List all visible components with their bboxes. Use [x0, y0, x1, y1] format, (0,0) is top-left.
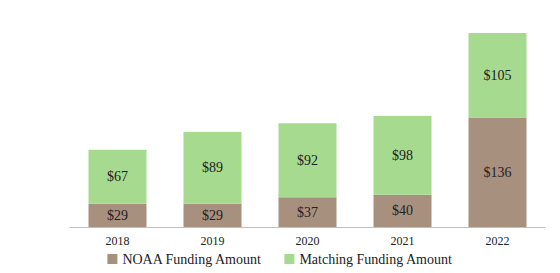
svg-text:2018: 2018 [106, 234, 130, 248]
svg-text:$37: $37 [297, 205, 318, 220]
svg-text:2020: 2020 [296, 234, 320, 248]
svg-text:$92: $92 [297, 153, 318, 168]
svg-text:$89: $89 [202, 160, 223, 175]
svg-text:$67: $67 [107, 169, 128, 184]
svg-text:2021: 2021 [391, 234, 415, 248]
svg-text:$29: $29 [107, 208, 128, 223]
svg-text:2019: 2019 [201, 234, 225, 248]
svg-text:NOAA Funding Amount: NOAA Funding Amount [122, 252, 261, 267]
svg-text:$98: $98 [392, 148, 413, 163]
svg-text:$105: $105 [484, 68, 512, 83]
svg-text:2022: 2022 [486, 234, 510, 248]
svg-text:$29: $29 [202, 208, 223, 223]
svg-text:Matching Funding Amount: Matching Funding Amount [299, 252, 452, 267]
svg-text:$136: $136 [484, 165, 512, 180]
svg-text:$40: $40 [392, 203, 413, 218]
